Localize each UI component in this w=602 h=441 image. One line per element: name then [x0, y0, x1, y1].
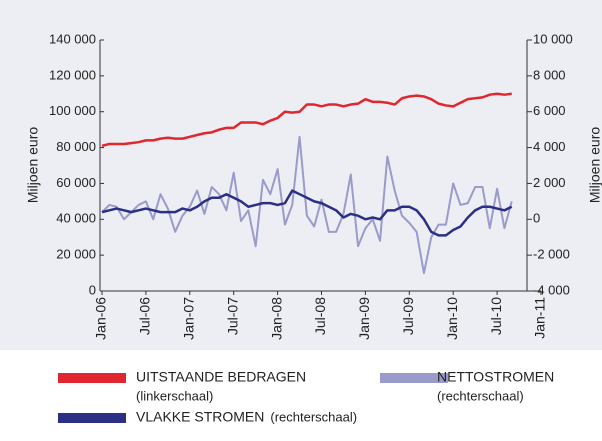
legend-swatch [58, 373, 126, 383]
series-line [101, 135, 513, 275]
legend-label: NETTOSTROMEN [437, 369, 554, 385]
y-tick-label: 60 000 [56, 175, 96, 190]
y2-tick-label: -2 000 [533, 247, 570, 262]
x-tick-label: Jul-09 [400, 297, 416, 335]
y-tick-label: 0 [89, 282, 96, 297]
x-tick-label: Jul-08 [312, 297, 328, 335]
x-tick-label: Jan-09 [356, 297, 372, 340]
legend-swatch [380, 373, 448, 383]
y-tick-label: 100 000 [49, 103, 96, 118]
legend-label: VLAKKE STROMEN [136, 409, 264, 425]
y2-tick-label: 6 000 [533, 103, 566, 118]
legend-note: (rechterschaal) [437, 388, 524, 403]
x-tick-label: Jan-10 [444, 297, 460, 340]
x-tick-label: Jul-06 [137, 297, 153, 335]
y-tick-label: 140 000 [49, 31, 96, 46]
x-tick-label: Jan-08 [268, 297, 284, 340]
x-tick-label: Jan-11 [532, 297, 548, 339]
x-tick-label: Jan-07 [181, 297, 197, 340]
y-tick-label: 40 000 [56, 211, 96, 226]
x-tick-label: Jan-06 [93, 297, 109, 340]
y-tick-label: 20 000 [56, 247, 96, 262]
legend-swatch [58, 413, 126, 423]
y2-tick-label: 4 000 [533, 139, 566, 154]
legend-label: UITSTAANDE BEDRAGEN [136, 369, 306, 385]
y-tick-label: 80 000 [56, 139, 96, 154]
y2-tick-label: 8 000 [533, 67, 566, 82]
y-axis-label: Miljoen euro [25, 127, 41, 203]
y2-tick-label: -4 000 [533, 282, 570, 297]
y2-tick-label: 10 000 [533, 31, 573, 46]
y2-tick-label: 0 [533, 211, 540, 226]
legend-note: (rechterschaal) [270, 409, 357, 424]
y2-axis-label: Miljoen euro [587, 127, 602, 203]
legend-note: (linkerschaal) [136, 388, 213, 403]
y2-tick-label: 2 000 [533, 175, 566, 190]
x-tick-label: Jul-10 [488, 297, 504, 335]
x-tick-label: Jul-07 [224, 297, 240, 335]
series-line [101, 92, 512, 147]
series-line [101, 189, 513, 237]
y-tick-label: 120 000 [49, 67, 96, 82]
